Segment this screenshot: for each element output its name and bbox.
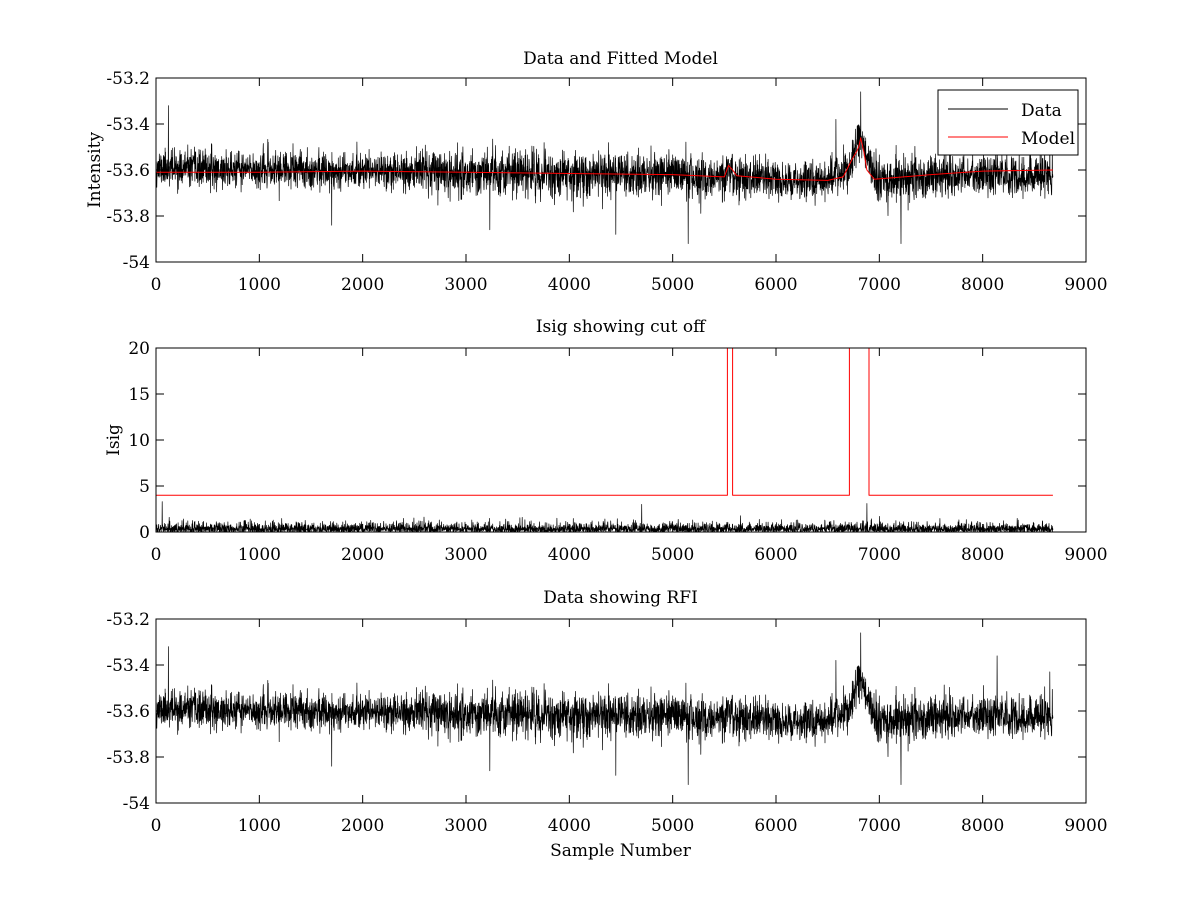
x-tick-label: 3000 <box>444 545 487 565</box>
legend: Data Model <box>937 89 1079 156</box>
y-tick-label: -53.8 <box>106 207 150 227</box>
x-tick-label: 5000 <box>651 816 694 836</box>
x-tick-label: 4000 <box>548 275 591 295</box>
x-tick-label: 8000 <box>961 545 1004 565</box>
y-tick-label: -54 <box>123 253 150 273</box>
y-tick-label: 20 <box>128 339 150 359</box>
x-tick-label: 3000 <box>444 816 487 836</box>
series-line-data <box>155 632 1054 785</box>
y-axis-title: Isig <box>104 424 124 456</box>
x-tick-label: 5000 <box>651 545 694 565</box>
series-layer <box>155 91 1054 244</box>
x-tick-label: 1000 <box>238 275 281 295</box>
y-tick-label: -54 <box>123 794 150 814</box>
chart-title: Data showing RFI <box>543 588 698 608</box>
x-tick-label: 0 <box>151 816 162 836</box>
x-tick-label: 9000 <box>1064 816 1107 836</box>
x-tick-label: 1000 <box>238 545 281 565</box>
y-tick-label: -53.2 <box>106 69 150 89</box>
x-tick-label: 5000 <box>651 275 694 295</box>
x-tick-label: 2000 <box>341 545 384 565</box>
plot-frame <box>155 347 1087 533</box>
x-tick-label: 8000 <box>961 816 1004 836</box>
x-axis-title: Sample Number <box>550 841 692 861</box>
x-tick-label: 7000 <box>858 275 901 295</box>
x-tick-label: 0 <box>151 545 162 565</box>
x-tick-label: 6000 <box>754 275 797 295</box>
x-tick-label: 0 <box>151 275 162 295</box>
x-tick-label: 8000 <box>961 275 1004 295</box>
y-tick-label: -53.8 <box>106 748 150 768</box>
legend-box <box>937 89 1079 156</box>
series-layer <box>155 632 1054 785</box>
x-tick-label: 6000 <box>754 816 797 836</box>
y-tick-label: -53.6 <box>106 702 150 722</box>
x-tick-label: 7000 <box>858 545 901 565</box>
tick-layer: 0 1000 2000 3000 4000 5000 6000 7000 8000 9000 -54… <box>106 610 1107 836</box>
x-tick-label: 2000 <box>341 275 384 295</box>
panel-data-fitted-model: Data and Fitted Model Intensity 0 1000 200… <box>85 49 1108 295</box>
panel-data-rfi: Data showing RFI Sample Number 0 1000 2000… <box>106 588 1107 861</box>
plot-frame <box>155 618 1087 804</box>
y-axis-title: Intensity <box>85 132 105 208</box>
series-line-data <box>155 91 1054 244</box>
series-layer <box>155 347 1054 533</box>
x-tick-label: 2000 <box>341 816 384 836</box>
y-tick-label: -53.2 <box>106 610 150 630</box>
y-tick-label: -53.4 <box>106 656 150 676</box>
x-tick-label: 4000 <box>548 545 591 565</box>
y-tick-label: 15 <box>128 385 150 405</box>
plot-frame <box>155 77 1087 263</box>
y-tick-label: 10 <box>128 431 150 451</box>
x-tick-label: 9000 <box>1064 545 1107 565</box>
y-tick-label: -53.4 <box>106 115 150 135</box>
y-tick-label: -53.6 <box>106 161 150 181</box>
y-tick-label: 5 <box>139 477 150 497</box>
x-tick-label: 7000 <box>858 816 901 836</box>
series-line-isig <box>155 501 1054 533</box>
series-line-model <box>156 137 1053 181</box>
legend-label-data: Data <box>1021 101 1062 121</box>
legend-label-model: Model <box>1021 129 1075 149</box>
y-tick-label: 0 <box>139 523 150 543</box>
x-tick-label: 4000 <box>548 816 591 836</box>
tick-layer: 0 1000 2000 3000 4000 5000 6000 7000 8000 9000 0 5 1… <box>128 339 1107 565</box>
x-tick-label: 3000 <box>444 275 487 295</box>
chart-title: Isig showing cut off <box>536 317 707 337</box>
x-tick-label: 6000 <box>754 545 797 565</box>
tick-layer: 0 1000 2000 3000 4000 5000 6000 7000 8000 9000 -54… <box>106 69 1107 295</box>
series-line-cut-off <box>156 347 1053 496</box>
chart-title: Data and Fitted Model <box>523 49 718 69</box>
x-tick-label: 1000 <box>238 816 281 836</box>
panel-isig-cut-off: Isig showing cut off Isig 0 1000 2000 3000 4… <box>104 317 1108 565</box>
x-tick-label: 9000 <box>1064 275 1107 295</box>
